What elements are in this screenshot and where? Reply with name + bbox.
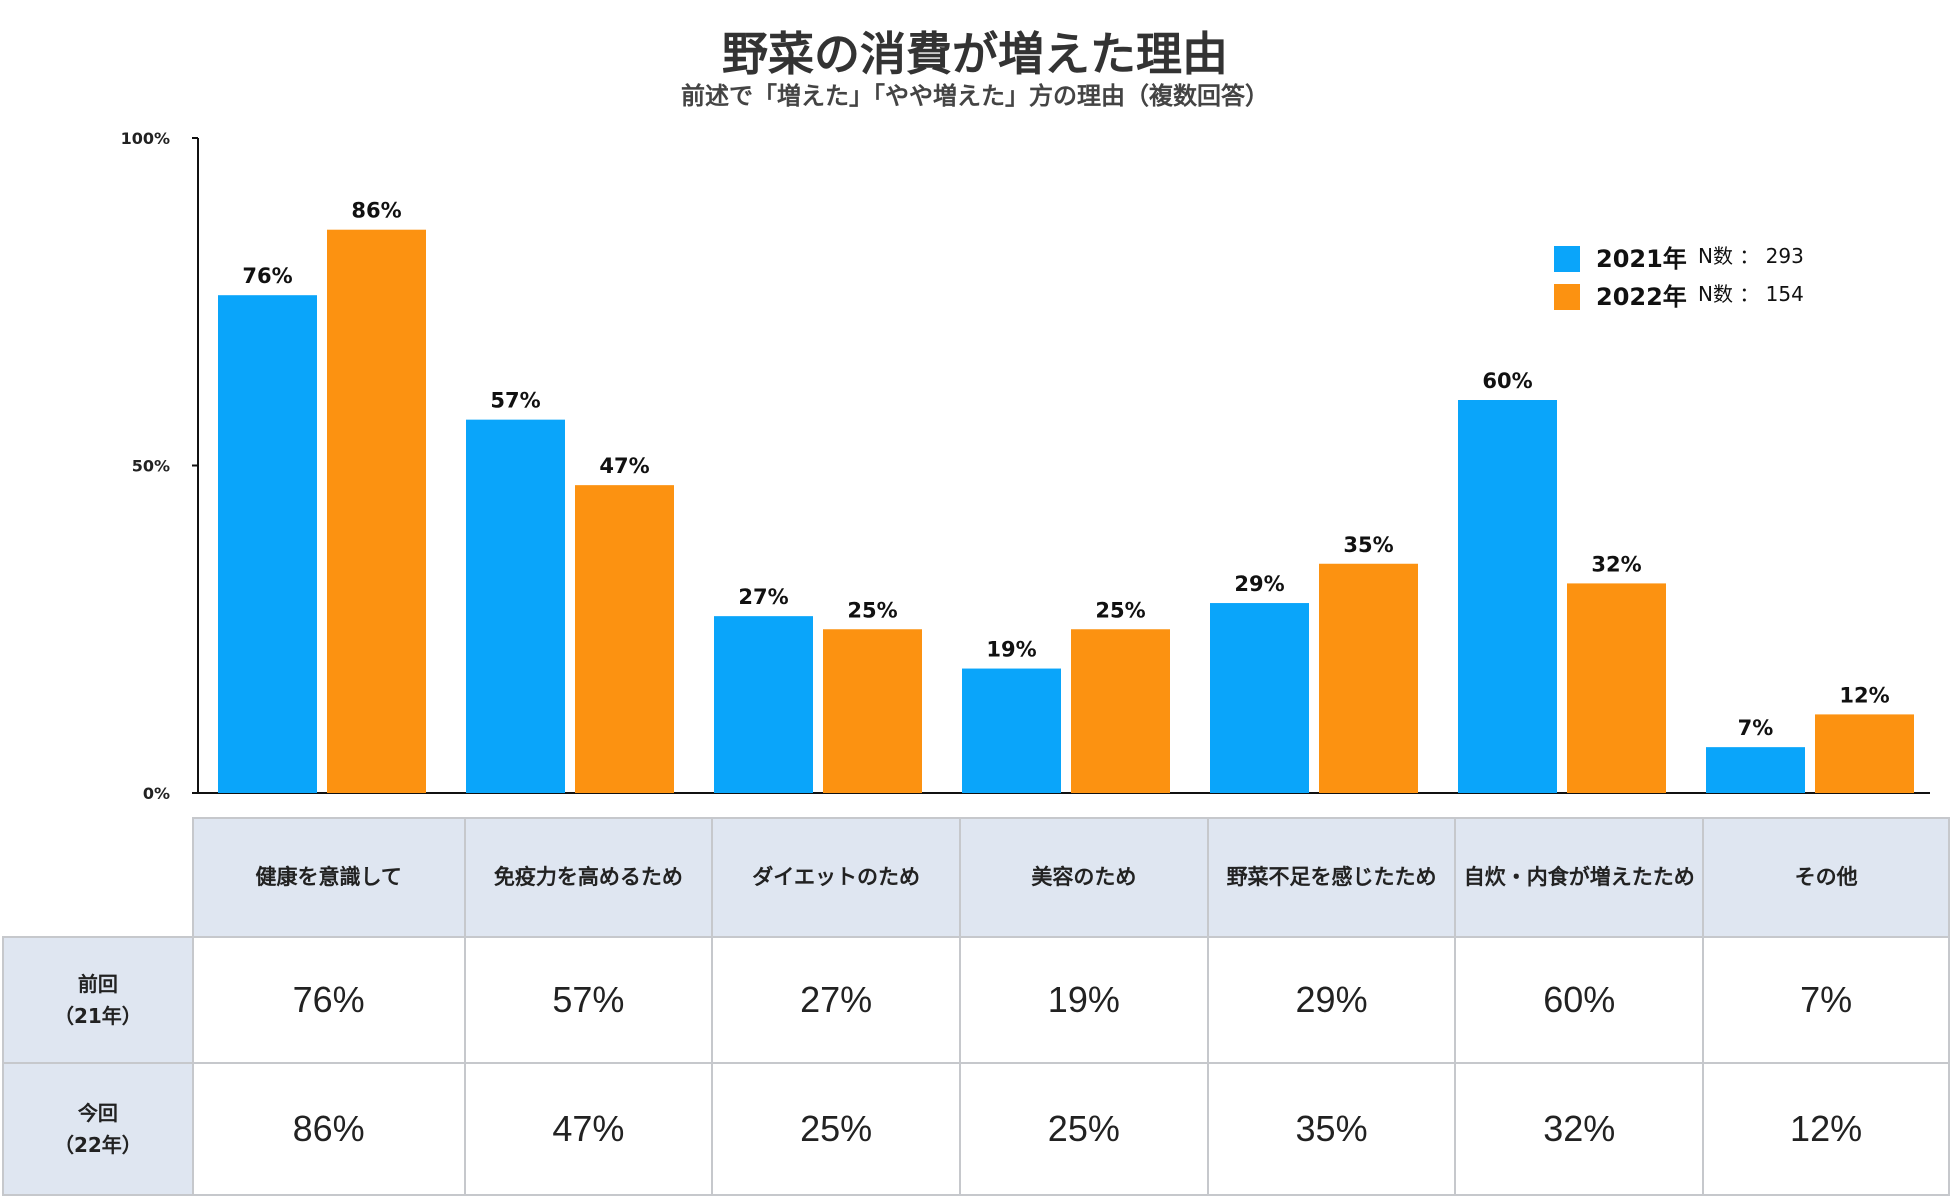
legend-label-2022: 2022年 bbox=[1596, 283, 1687, 311]
data-label: 25% bbox=[1095, 598, 1145, 622]
data-label: 29% bbox=[1234, 572, 1284, 596]
bar-2022年-6 bbox=[1815, 714, 1914, 793]
bar-labels-group: 76% 86% 57% 47% 27% 25% 19% 25% 29% 35% 60% 32% 7% 12… bbox=[242, 199, 1889, 740]
table-header-cell: 健康を意識して bbox=[191, 817, 466, 938]
row-label: 前回 bbox=[77, 972, 118, 996]
table-corner bbox=[3, 818, 193, 937]
bar-2022年-2 bbox=[823, 629, 922, 793]
y-tick-label: 100% bbox=[121, 129, 170, 148]
bar-2021年-0 bbox=[218, 295, 317, 793]
bar-2021年-4 bbox=[1210, 603, 1309, 793]
bar-2021年-5 bbox=[1458, 400, 1557, 793]
bars-group bbox=[218, 229, 1914, 793]
bar-2022年-0 bbox=[327, 229, 426, 793]
data-label: 25% bbox=[847, 598, 897, 622]
row-sublabel: （22年） bbox=[53, 1133, 142, 1157]
table-cell: 7% bbox=[1702, 936, 1950, 1064]
legend-n-2022: N数 ： 154 bbox=[1698, 282, 1804, 306]
table-row: 今回 （22年） 86% 47% 25% 25% 35% 32% 12% bbox=[2, 1062, 1950, 1196]
table-cell: 60% bbox=[1454, 936, 1705, 1064]
table-header-cell: その他 bbox=[1702, 817, 1950, 938]
row-label: 今回 bbox=[77, 1101, 118, 1125]
table-cell: 86% bbox=[191, 1062, 466, 1196]
table-cell: 76% bbox=[191, 936, 466, 1064]
data-label: 57% bbox=[490, 389, 540, 413]
data-label: 19% bbox=[986, 638, 1036, 662]
y-tick-label: 0% bbox=[143, 784, 170, 800]
legend-label-2021: 2021年 bbox=[1596, 245, 1687, 273]
table-cell: 29% bbox=[1206, 936, 1457, 1064]
data-label: 76% bbox=[242, 264, 292, 288]
data-label: 47% bbox=[599, 454, 649, 478]
table-header-cell: ダイエットのため bbox=[711, 817, 961, 938]
table-cell: 12% bbox=[1702, 1062, 1950, 1196]
data-table: 健康を意識して 免疫力を高めるため ダイエットのため 美容のため 野菜不足を感じ… bbox=[2, 817, 1950, 1196]
bar-2022年-1 bbox=[575, 485, 674, 793]
row-header-previous: 前回 （21年） bbox=[2, 936, 194, 1064]
legend-swatch-2021 bbox=[1554, 246, 1580, 272]
row-header-current: 今回 （22年） bbox=[2, 1062, 194, 1196]
legend-swatch-2022 bbox=[1554, 284, 1580, 310]
data-label: 27% bbox=[738, 585, 788, 609]
table-cell: 19% bbox=[958, 936, 1209, 1064]
row-sublabel: （21年） bbox=[53, 1004, 142, 1028]
table-header-cell: 野菜不足を感じたため bbox=[1206, 817, 1457, 938]
bar-2021年-3 bbox=[962, 668, 1061, 793]
data-label: 7% bbox=[1738, 716, 1774, 740]
data-label: 60% bbox=[1482, 369, 1532, 393]
chart-title: 野菜の消費が増えた理由 bbox=[722, 27, 1228, 81]
table-header-cell: 免疫力を高めるため bbox=[463, 817, 714, 938]
table-cell: 25% bbox=[958, 1062, 1209, 1196]
chart-subtitle: 前述で「増えた」「やや増えた」方の理由（複数回答） bbox=[681, 82, 1269, 110]
bar-2021年-1 bbox=[466, 419, 565, 793]
legend-n-2021: N数 ： 293 bbox=[1698, 244, 1804, 268]
table-cell: 35% bbox=[1206, 1062, 1457, 1196]
table-cell: 47% bbox=[463, 1062, 714, 1196]
data-label: 35% bbox=[1343, 533, 1393, 557]
bar-2022年-4 bbox=[1319, 563, 1418, 793]
table-header-cell: 美容のため bbox=[958, 817, 1209, 938]
table-row: 前回 （21年） 76% 57% 27% 19% 29% 60% 7% bbox=[2, 936, 1950, 1064]
legend: 2021年 N数 ： 293 2022年 N数 ： 154 bbox=[1554, 244, 1804, 311]
table-cell: 27% bbox=[711, 936, 961, 1064]
table-header-cell: 自炊・内食が増えたため bbox=[1454, 817, 1705, 938]
bar-chart: 0% 50% 100% 76% 86% 57% 47% 27% 25% 19% 25% 29% 35%… bbox=[121, 129, 1930, 800]
bar-2021年-2 bbox=[714, 616, 813, 793]
data-label: 32% bbox=[1591, 552, 1641, 576]
table-cell: 25% bbox=[711, 1062, 961, 1196]
bar-2022年-5 bbox=[1567, 583, 1666, 793]
bar-2021年-6 bbox=[1706, 747, 1805, 793]
data-label: 12% bbox=[1839, 683, 1889, 707]
y-tick-label: 50% bbox=[132, 457, 170, 476]
table-cell: 32% bbox=[1454, 1062, 1705, 1196]
table-cell: 57% bbox=[463, 936, 714, 1064]
bar-2022年-3 bbox=[1071, 629, 1170, 793]
data-label: 86% bbox=[351, 199, 401, 223]
